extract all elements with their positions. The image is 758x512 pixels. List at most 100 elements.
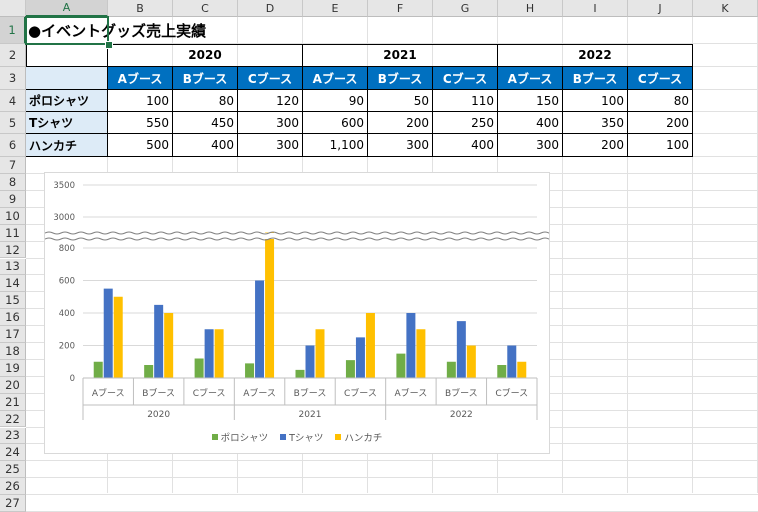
data-cell[interactable]: 400 (433, 134, 498, 157)
booth-header[interactable]: Aブース (108, 67, 173, 90)
cell-a3[interactable] (26, 67, 108, 90)
row-header-15[interactable]: 15 (0, 292, 26, 310)
axis-break-line (44, 231, 558, 235)
x-tick-label: Bブース (142, 387, 175, 399)
booth-header[interactable]: Cブース (628, 67, 693, 90)
data-cell[interactable]: 450 (173, 112, 238, 134)
column-header-g[interactable]: G (433, 0, 498, 17)
data-cell[interactable]: 600 (303, 112, 368, 134)
row-header-9[interactable]: 9 (0, 190, 26, 208)
column-header-f[interactable]: F (368, 0, 433, 17)
x-group-label: 2020 (147, 410, 170, 420)
data-cell[interactable]: 300 (498, 134, 563, 157)
column-header-j[interactable]: J (628, 0, 693, 17)
row-header-23[interactable]: 23 (0, 427, 26, 445)
row-header-21[interactable]: 21 (0, 393, 26, 411)
data-cell[interactable]: 250 (433, 112, 498, 134)
column-header-e[interactable]: E (303, 0, 368, 17)
sheet-title[interactable]: ●イベントグッズ売上実績 (28, 22, 207, 40)
column-header-b[interactable]: B (108, 0, 173, 17)
select-all-corner[interactable] (0, 0, 26, 17)
booth-header[interactable]: Cブース (238, 67, 303, 90)
bar-polo (245, 363, 255, 378)
column-header-a[interactable]: A (26, 0, 108, 17)
chart-area[interactable]: 0 200 400 600 800 3000 3500 Aブース Bブース Cブース Aブース Bブー… (44, 172, 558, 454)
data-cell[interactable]: 200 (563, 134, 628, 157)
row-header-12[interactable]: 12 (0, 241, 26, 259)
data-cell[interactable]: 200 (628, 112, 693, 134)
booth-header[interactable]: Aブース (498, 67, 563, 90)
data-cell[interactable]: 1,100 (303, 134, 368, 157)
row-header-5[interactable]: 5 (0, 112, 26, 134)
row-header-24[interactable]: 24 (0, 444, 26, 462)
row-header-1[interactable]: 1 (0, 17, 26, 44)
row-header-7[interactable]: 7 (0, 157, 26, 174)
row-header-11[interactable]: 11 (0, 224, 26, 242)
data-cell[interactable]: 90 (303, 90, 368, 112)
product-label[interactable]: Tシャツ (26, 112, 108, 134)
data-cell[interactable]: 550 (108, 112, 173, 134)
data-cell[interactable]: 400 (173, 134, 238, 157)
row-header-14[interactable]: 14 (0, 275, 26, 293)
data-cell[interactable]: 100 (628, 134, 693, 157)
data-cell[interactable]: 100 (108, 90, 173, 112)
booth-header[interactable]: Aブース (303, 67, 368, 90)
column-header-d[interactable]: D (238, 0, 303, 17)
data-cell[interactable]: 110 (433, 90, 498, 112)
row-header-6[interactable]: 6 (0, 134, 26, 157)
booth-header[interactable]: Cブース (433, 67, 498, 90)
column-header-i[interactable]: I (563, 0, 628, 17)
gridline-vertical (562, 17, 563, 493)
data-cell[interactable]: 150 (498, 90, 563, 112)
bar-tshirt (204, 329, 214, 378)
legend-swatch (211, 434, 218, 440)
row-header-8[interactable]: 8 (0, 174, 26, 191)
row-header-17[interactable]: 17 (0, 326, 26, 343)
row-header-13[interactable]: 13 (0, 258, 26, 276)
fill-handle[interactable] (105, 41, 113, 49)
year-header-2021[interactable]: 2021 (303, 44, 498, 67)
data-cell[interactable]: 50 (368, 90, 433, 112)
data-cell[interactable]: 300 (368, 134, 433, 157)
year-header-2020[interactable]: 2020 (108, 44, 303, 67)
axis-break-band (45, 233, 549, 239)
row-header-27[interactable]: 27 (0, 495, 26, 512)
product-label[interactable]: ポロシャツ (26, 90, 108, 112)
data-cell[interactable]: 500 (108, 134, 173, 157)
data-cell[interactable]: 80 (628, 90, 693, 112)
year-header-2022[interactable]: 2022 (498, 44, 693, 67)
data-cell[interactable]: 80 (173, 90, 238, 112)
row-header-25[interactable]: 25 (0, 461, 26, 479)
product-label[interactable]: ハンカチ (26, 134, 108, 157)
bar-hanky (214, 329, 224, 378)
row-header-18[interactable]: 18 (0, 343, 26, 360)
data-cell[interactable]: 400 (498, 112, 563, 134)
booth-header[interactable]: Bブース (368, 67, 433, 90)
column-header-k[interactable]: K (693, 0, 758, 17)
row-header-3[interactable]: 3 (0, 67, 26, 90)
row-header-4[interactable]: 4 (0, 90, 26, 112)
row-header-19[interactable]: 19 (0, 359, 26, 377)
column-header-h[interactable]: H (498, 0, 563, 17)
data-cell[interactable]: 120 (238, 90, 303, 112)
x-tick-label: Cブース (193, 387, 226, 399)
data-cell[interactable]: 200 (368, 112, 433, 134)
y-tick-label: 3500 (53, 181, 75, 191)
data-cell[interactable]: 300 (238, 112, 303, 134)
row-header-10[interactable]: 10 (0, 207, 26, 225)
gridline-horizontal (26, 460, 758, 462)
data-cell[interactable]: 100 (563, 90, 628, 112)
gridline-horizontal (26, 477, 758, 479)
row-header-16[interactable]: 16 (0, 309, 26, 327)
row-header-2[interactable]: 2 (0, 44, 26, 67)
booth-header[interactable]: Bブース (563, 67, 628, 90)
data-cell[interactable]: 350 (563, 112, 628, 134)
data-cell[interactable]: 300 (238, 134, 303, 157)
bar-hanky (315, 329, 325, 378)
booth-header[interactable]: Bブース (173, 67, 238, 90)
row-header-20[interactable]: 20 (0, 376, 26, 394)
cell-a2[interactable] (26, 44, 108, 67)
row-header-22[interactable]: 22 (0, 410, 26, 428)
column-header-c[interactable]: C (173, 0, 238, 17)
